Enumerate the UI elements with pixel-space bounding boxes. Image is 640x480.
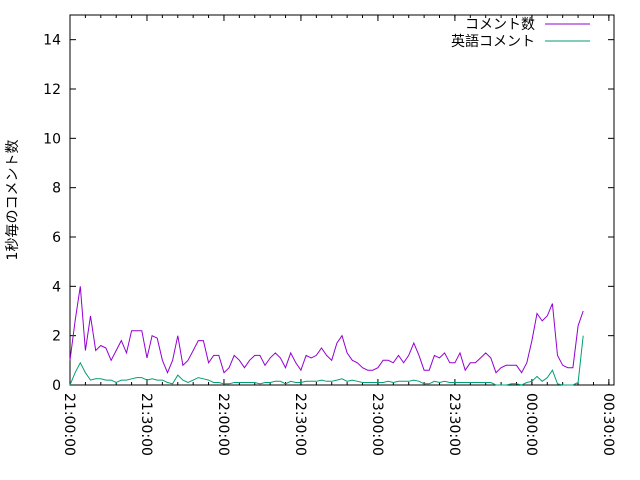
- y-tick-label: 4: [52, 279, 61, 295]
- y-tick-label: 2: [52, 329, 61, 345]
- y-tick-label: 8: [52, 181, 61, 197]
- x-tick-label: 21:30:00: [138, 393, 154, 456]
- x-tick-label: 23:30:00: [446, 393, 462, 456]
- y-tick-label: 12: [43, 82, 61, 98]
- x-tick-label: 21:00:00: [61, 393, 77, 456]
- series-line-1: [69, 286, 584, 375]
- x-tick-label: 23:00:00: [369, 393, 385, 456]
- x-tick-label: 22:00:00: [215, 393, 231, 456]
- y-tick-label: 6: [52, 230, 61, 246]
- y-tick-label: 0: [52, 378, 61, 394]
- plot-border: [69, 14, 615, 386]
- legend-label: 英語コメント: [451, 33, 535, 50]
- y-tick-label: 10: [43, 131, 61, 147]
- y-axis-label: 1秒毎のコメント数: [5, 140, 21, 261]
- x-tick-label: 00:30:00: [600, 393, 616, 456]
- axes: 0 2 4 6 8 10 12 14 21:00:00 21:30:00 22:00:00 22:30…: [43, 14, 616, 456]
- series-line-2: [69, 335, 584, 386]
- series-group: [69, 286, 584, 386]
- x-tick-label: 22:30:00: [292, 393, 308, 456]
- legend-label: コメント数: [465, 17, 535, 33]
- x-tick-label: 00:00:00: [523, 393, 539, 456]
- y-tick-label: 14: [43, 33, 61, 49]
